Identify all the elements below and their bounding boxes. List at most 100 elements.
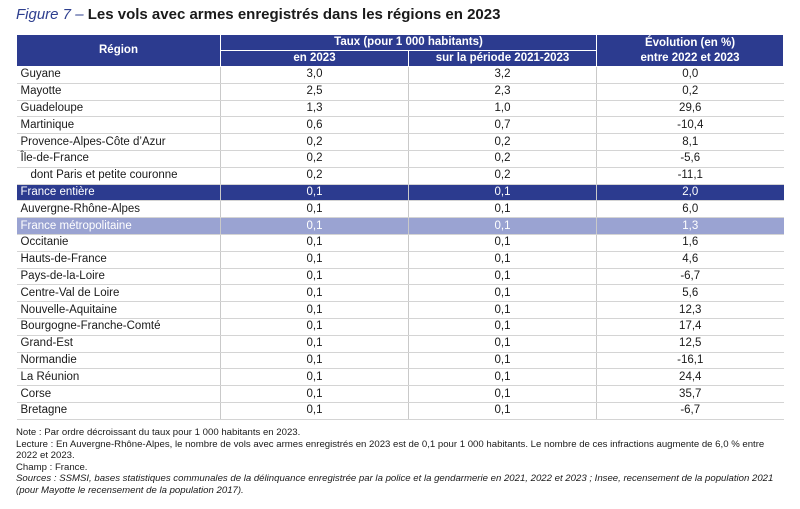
taux-2023-cell: 3,0 [220, 66, 409, 84]
table-row: Occitanie 0,1 0,1 1,6 [16, 234, 784, 252]
region-cell: Guyane [16, 66, 221, 84]
table-row: France entière 0,1 0,1 2,0 [16, 184, 784, 202]
table-row: Pays-de-la-Loire 0,1 0,1 -6,7 [16, 268, 784, 286]
sources-text: SSMSI, bases statistiques communales de … [16, 473, 774, 496]
taux-periode-cell: 0,1 [408, 318, 597, 336]
table-header: Région Taux (pour 1 000 habitants) Évolu… [16, 34, 784, 67]
taux-periode-cell: 0,2 [408, 150, 597, 168]
regions-table: Région Taux (pour 1 000 habitants) Évolu… [16, 34, 784, 420]
evolution-cell: 29,6 [596, 100, 784, 118]
taux-2023-cell: 0,1 [220, 335, 409, 353]
table-row: La Réunion 0,1 0,1 24,4 [16, 368, 784, 387]
taux-periode-cell: 0,1 [408, 268, 597, 286]
region-cell: Bretagne [16, 402, 221, 420]
taux-2023-cell: 0,1 [220, 368, 409, 387]
taux-periode-cell: 0,1 [408, 184, 597, 202]
champ-label: Champ : [16, 461, 53, 473]
notes: Note : Par ordre décroissant du taux pou… [16, 427, 786, 497]
table-row: Normandie 0,1 0,1 -16,1 [16, 352, 784, 370]
evolution-cell: -11,1 [596, 167, 784, 185]
taux-periode-cell: 0,1 [408, 234, 597, 252]
taux-2023-cell: 0,1 [220, 318, 409, 336]
taux-periode-cell: 0,1 [408, 335, 597, 353]
region-cell: Normandie [16, 352, 221, 370]
region-cell: La Réunion [16, 368, 221, 387]
table-row: Île-de-France 0,2 0,2 -5,6 [16, 150, 784, 168]
evolution-cell: -6,7 [596, 268, 784, 286]
table-row: Corse 0,1 0,1 35,7 [16, 385, 784, 403]
header-taux-periode: sur la période 2021-2023 [408, 50, 597, 67]
evolution-cell: -16,1 [596, 352, 784, 370]
champ-text: France. [54, 461, 88, 473]
taux-periode-cell: 0,2 [408, 133, 597, 151]
evolution-cell: 6,0 [596, 200, 784, 219]
header-evolution-line2: entre 2022 et 2023 [640, 51, 740, 64]
evolution-cell: 1,3 [596, 217, 784, 235]
region-cell: dont Paris et petite couronne [16, 167, 221, 185]
region-cell: Mayotte [16, 83, 221, 101]
taux-periode-cell: 0,1 [408, 352, 597, 370]
evolution-cell: 0,0 [596, 66, 784, 84]
taux-periode-cell: 0,7 [408, 116, 597, 135]
region-cell: Centre-Val de Loire [16, 284, 221, 303]
table-row: Bretagne 0,1 0,1 -6,7 [16, 402, 784, 420]
evolution-cell: -6,7 [596, 402, 784, 420]
region-cell: Guadeloupe [16, 100, 221, 118]
taux-2023-cell: 1,3 [220, 100, 409, 118]
region-cell: Grand-Est [16, 335, 221, 353]
taux-2023-cell: 0,1 [220, 352, 409, 370]
table-row: dont Paris et petite couronne 0,2 0,2 -11,1 [16, 167, 784, 185]
table-row: Guyane 3,0 3,2 0,0 [16, 66, 784, 84]
sources-line: Sources : SSMSI, bases statistiques comm… [16, 473, 786, 496]
taux-2023-cell: 0,6 [220, 116, 409, 135]
sources-label: Sources : [16, 473, 57, 485]
table-row: Nouvelle-Aquitaine 0,1 0,1 12,3 [16, 301, 784, 319]
evolution-cell: 8,1 [596, 133, 784, 151]
evolution-cell: 17,4 [596, 318, 784, 336]
taux-2023-cell: 0,1 [220, 268, 409, 286]
evolution-cell: 12,5 [596, 335, 784, 353]
taux-2023-cell: 0,2 [220, 150, 409, 168]
taux-2023-cell: 0,1 [220, 301, 409, 319]
table-row: Martinique 0,6 0,7 -10,4 [16, 116, 784, 135]
region-cell: Nouvelle-Aquitaine [16, 301, 221, 319]
region-cell: Île-de-France [16, 150, 221, 168]
table-row: France métropolitaine 0,1 0,1 1,3 [16, 217, 784, 235]
taux-periode-cell: 0,1 [408, 385, 597, 403]
taux-periode-cell: 0,1 [408, 301, 597, 319]
region-cell: Provence-Alpes-Côte d’Azur [16, 133, 221, 151]
evolution-cell: 4,6 [596, 251, 784, 269]
table-row: Hauts-de-France 0,1 0,1 4,6 [16, 251, 784, 269]
taux-periode-cell: 0,1 [408, 402, 597, 420]
table-row: Grand-Est 0,1 0,1 12,5 [16, 335, 784, 353]
evolution-cell: 24,4 [596, 368, 784, 387]
region-cell: France entière [16, 184, 221, 202]
header-evolution-line1: Évolution (en %) [644, 36, 736, 49]
taux-2023-cell: 0,1 [220, 234, 409, 252]
region-cell: Pays-de-la-Loire [16, 268, 221, 286]
table-row: Auvergne-Rhône-Alpes 0,1 0,1 6,0 [16, 200, 784, 219]
evolution-cell: 35,7 [596, 385, 784, 403]
region-cell: Bourgogne-Franche-Comté [16, 318, 221, 336]
evolution-cell: 12,3 [596, 301, 784, 319]
evolution-cell: 2,0 [596, 184, 784, 202]
header-evolution: Évolution (en %) entre 2022 et 2023 [596, 34, 784, 67]
table-row: Bourgogne-Franche-Comté 0,1 0,1 17,4 [16, 318, 784, 336]
note-line: Note : Par ordre décroissant du taux pou… [16, 427, 786, 439]
region-cell: Occitanie [16, 234, 221, 252]
evolution-cell: 0,2 [596, 83, 784, 101]
table-row: Guadeloupe 1,3 1,0 29,6 [16, 100, 784, 118]
taux-2023-cell: 0,1 [220, 217, 409, 235]
table-body: Guyane 3,0 3,2 0,0 Mayotte 2,5 2,3 0,2 Guadeloup… [16, 66, 784, 420]
evolution-cell: -5,6 [596, 150, 784, 168]
figure-label: Figure 7 – [16, 6, 84, 23]
taux-periode-cell: 1,0 [408, 100, 597, 118]
taux-2023-cell: 0,1 [220, 284, 409, 303]
taux-2023-cell: 0,2 [220, 133, 409, 151]
table-row: Provence-Alpes-Côte d’Azur 0,2 0,2 8,1 [16, 133, 784, 151]
table-row: Mayotte 2,5 2,3 0,2 [16, 83, 784, 101]
taux-periode-cell: 0,1 [408, 368, 597, 387]
taux-2023-cell: 0,1 [220, 184, 409, 202]
lecture-line: Lecture : En Auvergne-Rhône-Alpes, le no… [16, 439, 786, 462]
figure-title: Figure 7 – Les vols avec armes enregistr… [16, 6, 500, 23]
